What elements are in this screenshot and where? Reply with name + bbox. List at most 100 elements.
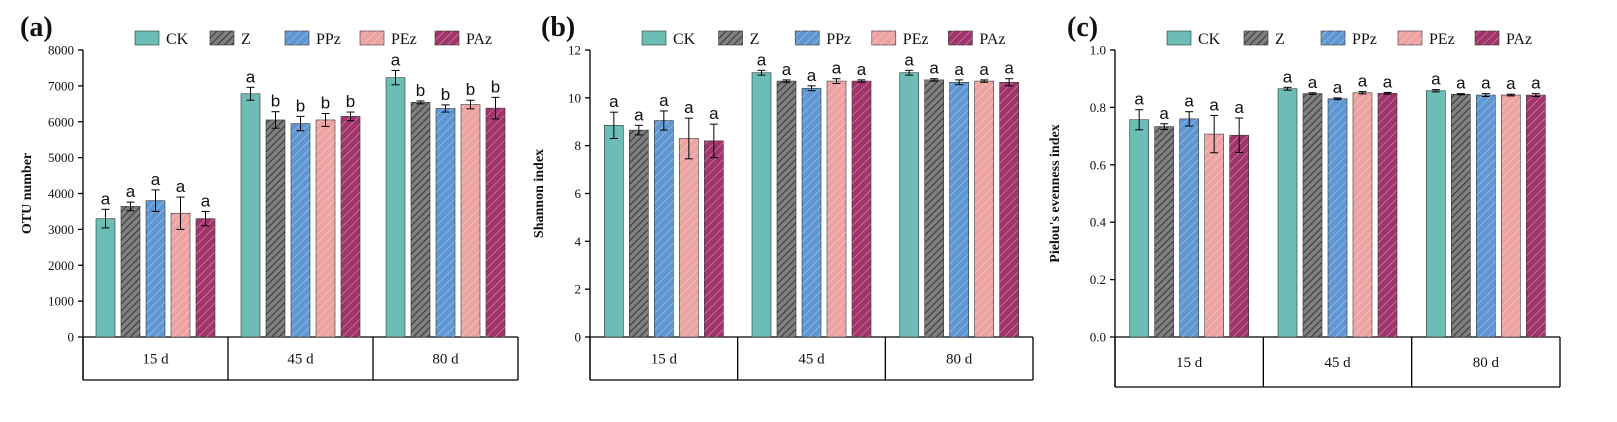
y-tick-label: 3000 [48, 222, 74, 237]
bar-hatch [679, 138, 699, 337]
legend-label: PPz [826, 31, 851, 48]
significance-letter: a [709, 104, 719, 123]
x-group-label: 80 d [946, 352, 973, 368]
bar-hatch [704, 140, 724, 337]
y-tick-label: 2000 [48, 258, 74, 273]
significance-letter: a [1383, 72, 1393, 91]
legend-swatch-hatch [285, 31, 309, 45]
legend-label: Z [241, 31, 251, 48]
significance-letter: b [271, 92, 280, 111]
y-tick-label: 0.6 [1090, 157, 1107, 172]
legend-label: PEz [391, 31, 417, 48]
bar-hatch [171, 213, 190, 337]
significance-letter: a [904, 50, 914, 69]
x-group-label: 15 d [651, 352, 678, 368]
bar-hatch [924, 79, 944, 337]
y-tick-label: 2 [575, 282, 582, 297]
legend-label: PAz [979, 31, 1005, 48]
bar-hatch [411, 102, 430, 337]
significance-letter: a [1234, 98, 1244, 117]
panel-1: (a) OTU number 0 1000 2000 3000 4000 5000 6000 70… [20, 12, 519, 381]
significance-letter: a [246, 67, 256, 86]
y-axis-label: Pielou's evenness index [1048, 124, 1063, 262]
significance-letter: a [1134, 90, 1144, 109]
significance-letter: a [1506, 74, 1516, 93]
significance-letter: a [929, 59, 939, 78]
legend-label: PPz [1352, 31, 1377, 48]
significance-letter: a [807, 66, 817, 85]
bar-hatch [146, 200, 165, 337]
y-tick-label: 0.2 [1090, 272, 1106, 287]
y-axis-label: OTU number [20, 153, 35, 234]
y-axis-label: Shannon index [532, 149, 547, 238]
bar [604, 125, 624, 338]
y-tick-label: 4000 [48, 186, 74, 201]
y-tick-label: 12 [568, 43, 581, 58]
significance-letter: a [1333, 78, 1343, 97]
significance-letter: a [101, 189, 111, 208]
bar-hatch [1501, 95, 1521, 338]
y-tick-label: 10 [568, 90, 581, 105]
legend-swatch [641, 30, 667, 46]
significance-letter: a [832, 59, 842, 78]
significance-letter: a [201, 191, 211, 210]
bar-hatch [1353, 92, 1372, 337]
bar-hatch [827, 81, 846, 337]
bar [385, 77, 406, 338]
significance-letter: a [782, 60, 792, 79]
bar-hatch [196, 218, 215, 337]
legend-swatch-hatch [948, 31, 973, 45]
y-tick-label: 0.4 [1090, 215, 1107, 230]
y-tick-label: 0.8 [1090, 100, 1106, 115]
bar-hatch [974, 81, 994, 337]
significance-letter: a [954, 60, 964, 79]
legend-label: PEz [903, 31, 929, 48]
significance-letter: a [1481, 74, 1491, 93]
bar [899, 72, 919, 338]
bar [1277, 88, 1298, 338]
y-tick-label: 8 [575, 138, 582, 153]
significance-letter: a [391, 50, 401, 69]
x-group-label: 15 d [142, 352, 169, 368]
significance-letter: a [1431, 70, 1441, 89]
x-group-label: 45 d [798, 352, 825, 368]
significance-letter: a [1308, 73, 1318, 92]
x-group-label: 45 d [1324, 355, 1351, 371]
y-tick-label: 6 [575, 186, 582, 201]
significance-letter: a [1209, 95, 1219, 114]
bar [751, 72, 772, 338]
significance-letter: b [466, 80, 475, 99]
bar-hatch [121, 206, 140, 337]
legend-swatch [134, 30, 160, 46]
legend-swatch [1166, 30, 1192, 46]
bar-hatch [802, 88, 821, 338]
bar-hatch [341, 116, 360, 338]
y-tick-label: 1.0 [1090, 43, 1106, 58]
legend-swatch-hatch [1244, 31, 1268, 45]
y-tick-label: 0 [68, 330, 75, 345]
y-tick-label: 0 [575, 330, 582, 345]
bar-hatch [1229, 135, 1249, 337]
significance-letter: a [176, 177, 186, 196]
legend-swatch-hatch [871, 31, 896, 45]
significance-letter: a [979, 60, 989, 79]
legend-label: PAz [1506, 31, 1532, 48]
significance-letter: b [441, 85, 450, 104]
bar-hatch [629, 130, 649, 337]
significance-letter: b [321, 93, 330, 112]
bar-hatch [316, 119, 335, 337]
x-group-label: 45 d [287, 352, 314, 368]
x-group-label: 15 d [1176, 355, 1203, 371]
legend-label: PPz [316, 31, 341, 48]
significance-letter: a [1531, 74, 1541, 93]
legend-label: CK [166, 31, 189, 48]
panel-label: (a) [20, 12, 53, 43]
y-tick-label: 5000 [48, 150, 74, 165]
y-tick-label: 6000 [48, 114, 74, 129]
x-group-label: 80 d [432, 352, 459, 368]
significance-letter: a [1358, 72, 1368, 91]
bar [95, 218, 116, 338]
bar [1426, 90, 1446, 338]
bar-hatch [852, 81, 871, 337]
y-tick-label: 1000 [48, 294, 74, 309]
